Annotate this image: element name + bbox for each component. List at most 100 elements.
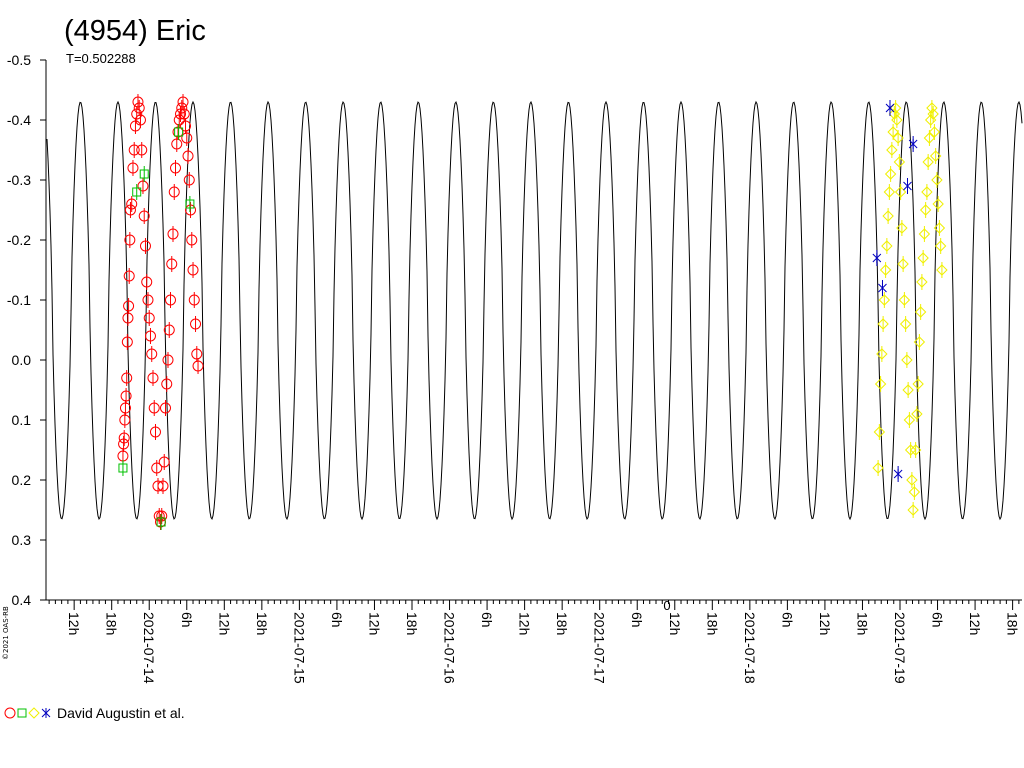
x-tick-label: 2021-07-16 [442,612,458,684]
data-point [929,150,942,162]
data-point [144,330,156,342]
data-point [185,199,195,209]
data-point [904,444,917,456]
data-point [136,144,148,156]
x-tick-label: 6h [930,612,946,628]
data-point [123,300,135,312]
star-marker-shape [885,103,895,113]
x-tick-label: 2021-07-19 [892,612,908,684]
data-point [884,168,897,180]
data-point [928,126,941,138]
data-point [902,384,914,396]
data-point [190,318,202,330]
data-point [127,162,139,174]
data-point [883,186,896,198]
data-point [142,294,154,306]
data-point [916,276,928,288]
data-point [891,114,903,126]
series-square [118,124,195,530]
data-point [168,186,180,198]
x-tick-label: 2021-07-18 [742,612,758,684]
legend-marker-square [17,708,27,718]
data-point [936,264,948,276]
data-point [872,253,882,263]
x-tick-label: 12h [667,612,683,635]
x-tick-label: 18h [1005,612,1021,635]
data-point [908,139,918,149]
x-tick-label: 18h [704,612,720,635]
data-point [118,463,128,473]
data-point [872,462,884,474]
data-point [874,378,887,390]
data-point [141,276,153,288]
x-tick-label: 18h [854,612,870,635]
data-point [187,264,199,276]
data-point [908,486,921,498]
data-point [885,103,895,113]
data-point [166,258,178,270]
data-point [185,204,197,216]
data-point [128,144,140,156]
data-point [917,252,929,264]
data-point [923,132,936,144]
data-point [921,186,933,198]
data-point [170,162,182,174]
data-point [182,150,194,162]
x-tick-label: 12h [517,612,533,635]
legend-label: David Augustin et al. [57,705,185,721]
model-curve-path [46,100,1023,521]
data-point [120,390,132,402]
legend-marker-circle [4,707,16,719]
x-tick-label: 2021-07-15 [291,612,307,684]
data-point [163,324,175,336]
data-point [161,378,173,390]
data-point [121,336,133,348]
data-point [148,402,160,414]
data-point [907,504,919,516]
legend: David Augustin et al. [4,705,185,721]
data-point [178,108,190,120]
legend-markers [4,707,51,719]
x-tick-label: 12h [817,612,833,635]
star-marker-shape [872,253,882,263]
data-point [143,312,155,324]
data-point [119,414,131,426]
axes: -0.5 -0.4 -0.3 -0.2 -0.1 0.0 0.1 0.2 0.3 0.4 12h 18… [7,52,1022,684]
data-point [893,469,903,479]
data-point [911,408,923,420]
data-point [156,517,166,527]
data-point [934,240,947,252]
data-point [146,348,158,360]
data-point [175,108,187,120]
x-tick-label: 12h [366,612,382,635]
x-tick-label: 18h [104,612,120,635]
data-point [134,114,146,126]
data-point [167,228,179,240]
data-point [918,228,931,240]
y-tick-label: 0.4 [12,592,32,608]
series-circle [117,94,204,530]
data-point [933,222,946,234]
data-point [149,426,161,438]
data-point [123,270,135,282]
star-marker-shape [903,181,912,191]
data-point [171,138,183,150]
data-point [926,102,938,114]
data-point [176,102,188,114]
series-star [872,100,918,482]
data-point [909,444,922,456]
data-point [897,258,909,270]
data-point [121,372,133,384]
data-point [932,198,944,210]
data-point [165,294,177,306]
data-point [903,181,912,191]
model-curve [46,100,1023,521]
data-point [119,402,131,414]
chart-subtitle: T=0.502288 [66,51,136,66]
data-point [877,318,889,330]
x-tick-label: 12h [967,612,983,635]
data-point [124,204,136,216]
x-tick-label: 6h [329,612,345,628]
data-point [181,132,193,144]
